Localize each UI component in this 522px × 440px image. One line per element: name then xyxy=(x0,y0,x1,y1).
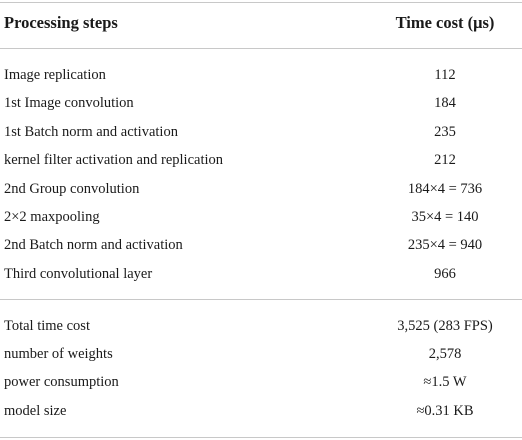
summary-cell: 2,578 xyxy=(428,346,462,363)
body-cell: Image replication xyxy=(4,67,106,83)
summary-cell: ≈1.5 W xyxy=(423,374,467,391)
body-cell: 212 xyxy=(434,152,456,169)
body-cell: 2nd Group convolution xyxy=(4,180,140,197)
body-cell: kernel filter activation and replication xyxy=(4,152,224,169)
summary-cell: power consumption xyxy=(4,374,119,391)
body-cell: 184 xyxy=(434,95,456,112)
top-rule xyxy=(0,2,522,3)
header-cell: Processing steps xyxy=(4,13,118,32)
summary-cell: Total time cost xyxy=(4,318,90,334)
summary-cell: 3,525 (283 FPS) xyxy=(397,318,493,334)
body-cell: 966 xyxy=(434,265,456,282)
body-cell: 2nd Batch norm and activation xyxy=(4,237,183,254)
body-cell: 235×4 = 940 xyxy=(407,237,483,254)
bottom-rule xyxy=(0,437,522,438)
header-cell: Time cost (μs) xyxy=(395,13,495,32)
body-cell: 2×2 maxpooling xyxy=(4,209,100,225)
body-cell: 1st Batch norm and activation xyxy=(4,123,178,140)
summary-cell: number of weights xyxy=(4,346,113,363)
body-cell: 1st Image convolution xyxy=(4,95,134,112)
section-rule xyxy=(0,299,522,300)
body-cell: 112 xyxy=(434,67,456,83)
summary-cell: ≈0.31 KB xyxy=(416,402,474,419)
body-cell: 184×4 = 736 xyxy=(407,180,483,197)
body-cell: 235 xyxy=(434,123,456,140)
body-cell: 35×4 = 140 xyxy=(411,209,479,225)
header-rule xyxy=(0,48,522,49)
body-cell: Third convolutional layer xyxy=(4,265,153,282)
summary-cell: model size xyxy=(4,402,67,419)
